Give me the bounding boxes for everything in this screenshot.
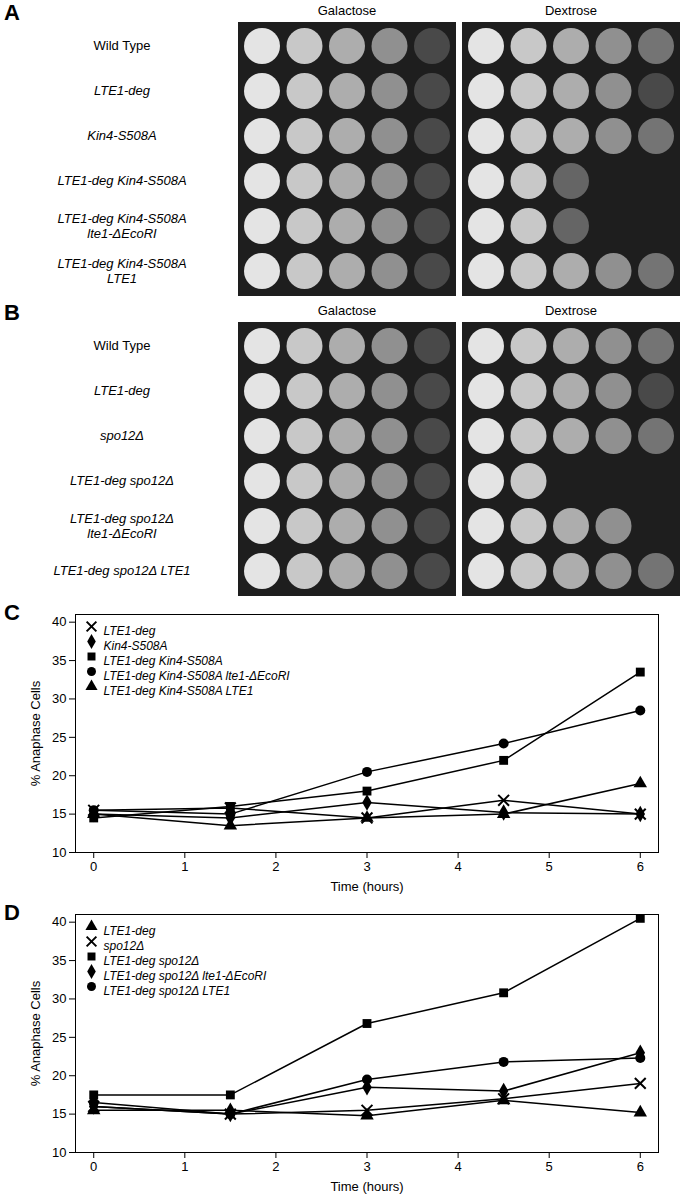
svg-text:Galactose: Galactose (318, 3, 377, 18)
svg-text:% Anaphase Cells: % Anaphase Cells (28, 980, 43, 1086)
svg-text:2: 2 (272, 859, 279, 874)
svg-text:20: 20 (52, 1068, 66, 1083)
svg-text:10: 10 (52, 1145, 66, 1160)
svg-text:LTE1-deg: LTE1-deg (104, 924, 156, 938)
svg-text:LTE1-deg spo12Δ LTE1: LTE1-deg spo12Δ LTE1 (104, 984, 231, 998)
svg-text:30: 30 (52, 991, 66, 1006)
svg-text:6: 6 (637, 859, 644, 874)
svg-text:LTE1-deg: LTE1-deg (94, 83, 151, 98)
svg-text:LTE1-deg: LTE1-deg (104, 624, 156, 638)
svg-text:Kin4-S508A: Kin4-S508A (104, 639, 168, 653)
svg-text:lte1-ΔEcoRI: lte1-ΔEcoRI (87, 526, 157, 541)
svg-text:Dextrose: Dextrose (545, 303, 597, 318)
svg-text:2: 2 (272, 1159, 279, 1174)
svg-text:LTE1-deg spo12Δ: LTE1-deg spo12Δ (104, 954, 200, 968)
svg-text:spo12Δ: spo12Δ (104, 939, 145, 953)
svg-text:1: 1 (181, 1159, 188, 1174)
svg-text:LTE1-deg Kin4-S508A: LTE1-deg Kin4-S508A (57, 173, 186, 188)
svg-text:5: 5 (546, 859, 553, 874)
svg-text:5: 5 (546, 1159, 553, 1174)
svg-text:LTE1-deg Kin4-S508A LTE1: LTE1-deg Kin4-S508A LTE1 (104, 684, 254, 698)
svg-text:Wild Type: Wild Type (94, 38, 151, 53)
svg-text:spo12Δ: spo12Δ (100, 428, 144, 443)
svg-text:40: 40 (52, 614, 66, 629)
svg-text:LTE1-deg spo12Δ lte1-ΔEcoRI: LTE1-deg spo12Δ lte1-ΔEcoRI (104, 969, 268, 983)
svg-text:LTE1-deg Kin4-S508A: LTE1-deg Kin4-S508A (104, 654, 223, 668)
svg-text:35: 35 (52, 953, 66, 968)
svg-text:3: 3 (363, 859, 370, 874)
svg-text:% Anaphase Cells: % Anaphase Cells (28, 680, 43, 786)
svg-text:LTE1: LTE1 (107, 271, 137, 286)
html-text:D: D (4, 900, 20, 925)
svg-text:Dextrose: Dextrose (545, 3, 597, 18)
svg-text:15: 15 (52, 806, 66, 821)
svg-text:25: 25 (52, 1029, 66, 1044)
svg-text:LTE1-deg spo12Δ: LTE1-deg spo12Δ (70, 511, 174, 526)
html-text:A: A (4, 0, 20, 25)
svg-text:Time (hours): Time (hours) (330, 1179, 403, 1194)
svg-text:LTE1-deg Kin4-S508A: LTE1-deg Kin4-S508A (57, 256, 186, 271)
svg-text:Galactose: Galactose (318, 303, 377, 318)
svg-text:25: 25 (52, 729, 66, 744)
svg-text:0: 0 (90, 1159, 97, 1174)
svg-text:10: 10 (52, 845, 66, 860)
svg-text:1: 1 (181, 859, 188, 874)
svg-text:20: 20 (52, 768, 66, 783)
svg-text:LTE1-deg Kin4-S508A lte1-ΔEcoR: LTE1-deg Kin4-S508A lte1-ΔEcoRI (104, 669, 291, 683)
svg-text:4: 4 (454, 1159, 461, 1174)
svg-text:4: 4 (454, 859, 461, 874)
html-text:C: C (4, 600, 20, 625)
html-text:B: B (4, 300, 20, 325)
svg-text:Time (hours): Time (hours) (330, 879, 403, 894)
svg-text:3: 3 (363, 1159, 370, 1174)
svg-text:LTE1-deg Kin4-S508A: LTE1-deg Kin4-S508A (57, 211, 186, 226)
svg-text:40: 40 (52, 914, 66, 929)
svg-text:0: 0 (90, 859, 97, 874)
svg-text:35: 35 (52, 653, 66, 668)
svg-text:lte1-ΔEcoRI: lte1-ΔEcoRI (87, 226, 157, 241)
svg-text:30: 30 (52, 691, 66, 706)
svg-text:Wild Type: Wild Type (94, 338, 151, 353)
svg-text:LTE1-deg: LTE1-deg (94, 383, 151, 398)
svg-text:LTE1-deg spo12Δ: LTE1-deg spo12Δ (70, 473, 174, 488)
svg-text:15: 15 (52, 1106, 66, 1121)
svg-text:6: 6 (637, 1159, 644, 1174)
svg-text:Kin4-S508A: Kin4-S508A (87, 128, 156, 143)
svg-text:LTE1-deg spo12Δ LTE1: LTE1-deg spo12Δ LTE1 (53, 563, 190, 578)
